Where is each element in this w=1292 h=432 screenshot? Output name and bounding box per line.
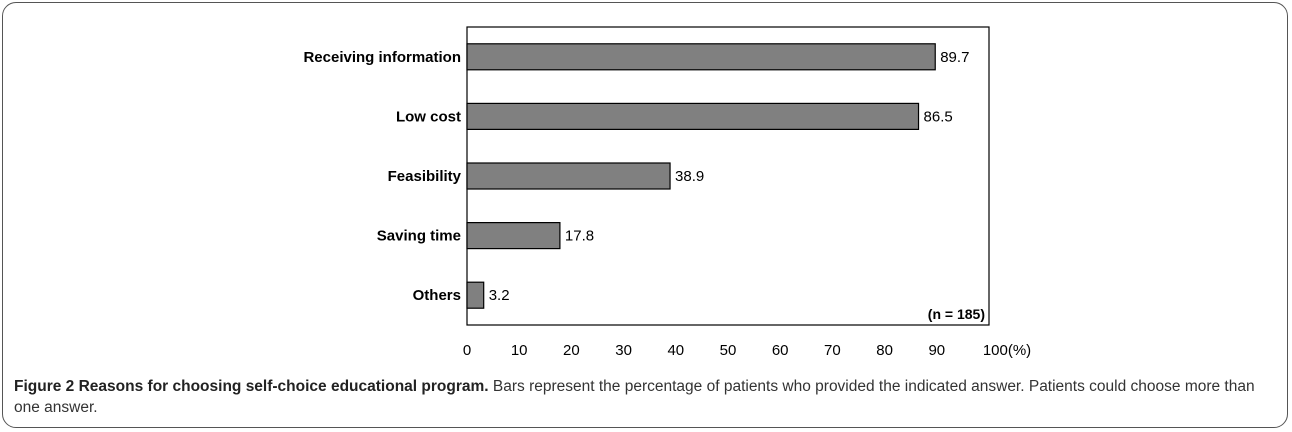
figure-caption: Figure 2 Reasons for choosing self-choic… <box>14 376 1264 418</box>
value-label: 17.8 <box>565 228 594 245</box>
x-tick-label: 90 <box>928 342 945 359</box>
x-tick-label: 80 <box>876 342 893 359</box>
x-tick-label: 0 <box>463 342 471 359</box>
category-label: Low cost <box>396 108 461 125</box>
value-label: 89.7 <box>940 49 969 66</box>
x-tick-label: 70 <box>824 342 841 359</box>
x-tick-label: 60 <box>772 342 789 359</box>
value-label: 3.2 <box>489 287 510 304</box>
x-tick-label: 40 <box>667 342 684 359</box>
x-tick-label: 30 <box>615 342 632 359</box>
bar <box>466 281 485 309</box>
x-tick-label: 20 <box>563 342 580 359</box>
bar <box>466 222 561 250</box>
sample-size-note: (n = 185) <box>928 306 985 322</box>
bar-chart: Receiving information 89.7 Low cost 86.5 Fea… <box>303 26 1031 359</box>
category-label: Receiving information <box>303 49 461 66</box>
bar <box>466 43 936 71</box>
value-label: 86.5 <box>924 108 953 125</box>
figure-description: Bars represent the percentage of patient… <box>14 378 1255 416</box>
figure-label: Figure 2 <box>14 378 75 395</box>
category-label: Saving time <box>377 228 461 245</box>
x-tick-label: 10 <box>511 342 528 359</box>
bar <box>466 102 920 131</box>
category-label: Feasibility <box>388 168 462 185</box>
figure-title: Reasons for choosing self-choice educati… <box>78 378 489 395</box>
bar <box>466 162 671 190</box>
value-label: 38.9 <box>675 168 704 185</box>
category-label: Others <box>413 287 461 304</box>
x-tick-label: 100(%) <box>983 342 1031 359</box>
x-tick-label: 50 <box>720 342 737 359</box>
